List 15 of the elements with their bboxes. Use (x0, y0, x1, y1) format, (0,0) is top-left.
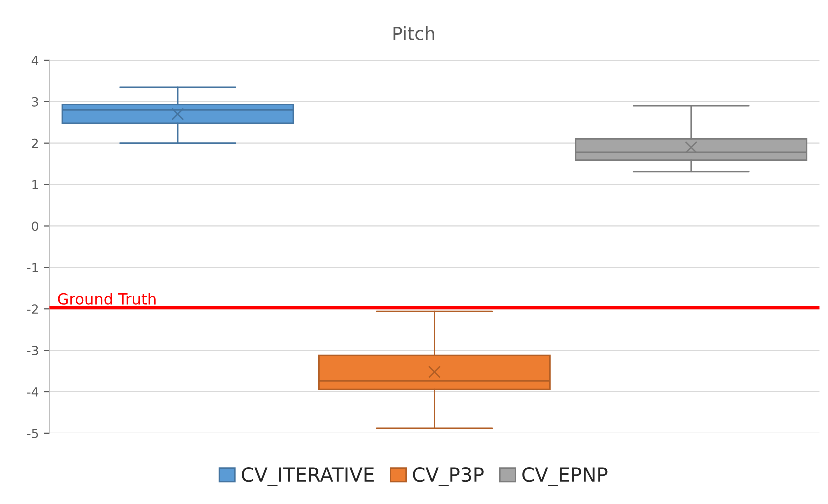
y-tick-label: 0 (32, 222, 38, 232)
legend-label: CV_EPNP (522, 467, 608, 486)
y-tick-label: -3 (27, 346, 38, 356)
y-tick-label: 1 (32, 180, 38, 190)
y-tick-label: 4 (32, 56, 39, 66)
y-tick-label: -5 (27, 429, 38, 438)
y-tick-label: 3 (32, 97, 38, 107)
y-tick-label: 2 (32, 138, 38, 148)
legend-label: CV_ITERATIVE (242, 467, 374, 486)
legend-label: CV_P3P (413, 467, 484, 486)
y-tick-label: -4 (27, 388, 39, 397)
chart-title: Pitch (394, 26, 434, 41)
y-tick-label: -2 (27, 304, 38, 314)
ref-line-label: Ground Truth (58, 293, 156, 305)
y-tick-label: -1 (27, 263, 38, 272)
